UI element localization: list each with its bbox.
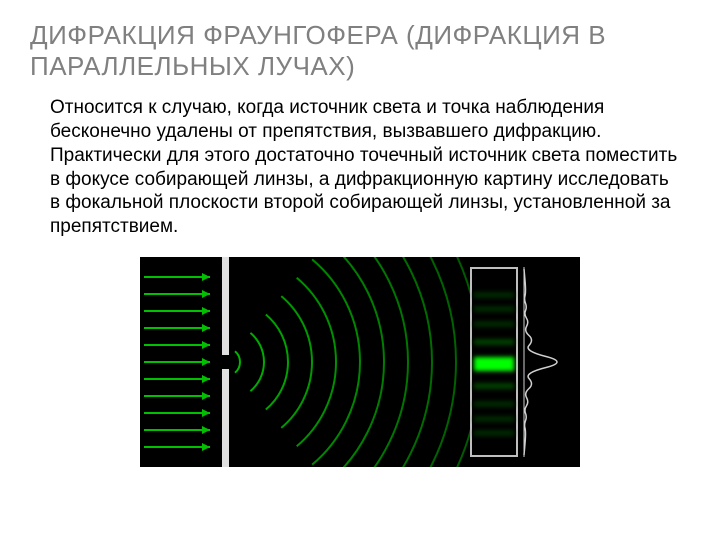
slide-title: ДИФРАКЦИЯ ФРАУНГОФЕРА (ДИФРАКЦИЯ В ПАРАЛ… <box>30 20 690 82</box>
figure-wrap <box>30 257 690 467</box>
slide: ДИФРАКЦИЯ ФРАУНГОФЕРА (ДИФРАКЦИЯ В ПАРАЛ… <box>0 0 720 540</box>
diffraction-figure <box>140 257 580 467</box>
diffraction-screen <box>470 267 518 457</box>
body-paragraph: Относится к случаю, когда источник света… <box>30 96 690 239</box>
intensity-plot <box>522 267 576 457</box>
